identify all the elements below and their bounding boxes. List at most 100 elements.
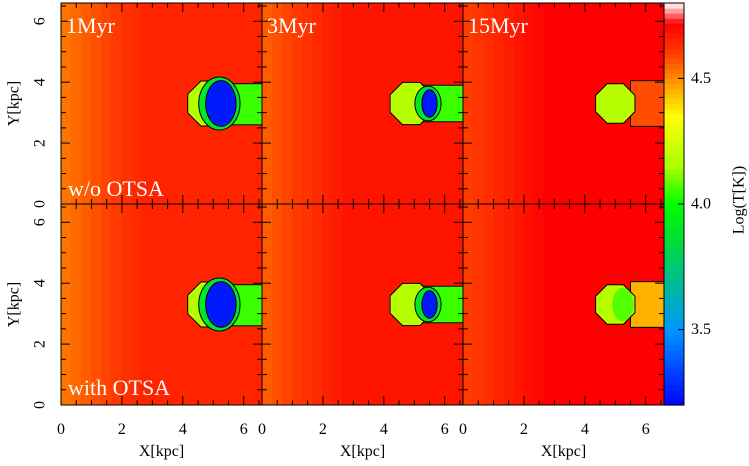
panel-5	[261, 203, 464, 406]
colorbar-segment	[664, 364, 684, 371]
colorbar-segment	[664, 8, 684, 14]
temperature-strip	[332, 204, 343, 405]
time-label: 3Myr	[267, 13, 317, 38]
colorbar-segment	[664, 28, 684, 34]
temperature-strip	[312, 3, 323, 204]
temperature-strip	[473, 3, 484, 204]
x-tick-label: 6	[642, 421, 650, 438]
colorbar-segment	[664, 78, 684, 84]
panel-content	[61, 204, 262, 405]
y-tick-label: 2	[32, 340, 49, 348]
colorbar-segment	[664, 309, 684, 316]
case-label: with OTSA	[68, 375, 170, 400]
temperature-strip	[61, 204, 72, 405]
colorbar-segment	[664, 43, 684, 49]
colorbar-segment	[664, 289, 684, 296]
colorbar-segment	[664, 244, 684, 250]
temperature-strip	[332, 3, 343, 204]
temperature-strip	[272, 3, 283, 204]
time-label: 1Myr	[66, 13, 116, 38]
cloud-core	[421, 290, 438, 319]
temperature-strip	[523, 204, 534, 405]
temperature-strip	[322, 3, 333, 204]
colorbar-segment	[664, 209, 684, 215]
x-tick-label: 2	[118, 421, 126, 438]
colorbar-segment	[664, 369, 684, 376]
temperature-strip	[362, 204, 374, 405]
temperature-strip	[91, 204, 102, 405]
y-tick-label: 6	[32, 218, 49, 226]
temperature-strip	[583, 3, 595, 204]
colorbar-segment	[664, 23, 684, 29]
temperature-strip	[342, 204, 354, 405]
colorbar-segment	[664, 339, 684, 346]
colorbar-segment	[664, 133, 684, 140]
temperature-strip	[382, 204, 394, 405]
y-tick-label: 4	[32, 78, 49, 86]
temperature-strip	[282, 3, 293, 204]
x-tick-label: 6	[441, 421, 449, 438]
cloud-core	[421, 89, 438, 118]
y-tick-label: 2	[32, 139, 49, 147]
colorbar-segment	[664, 354, 684, 361]
colorbar-segment	[664, 249, 684, 255]
temperature-strip	[543, 3, 555, 204]
temperature-strip	[292, 204, 303, 405]
temperature-strip	[302, 204, 313, 405]
temperature-strip	[111, 204, 122, 405]
panel-1: 1Myr w/o OTSA	[60, 2, 263, 205]
colorbar-segment	[664, 384, 684, 391]
temperature-strip	[151, 204, 163, 405]
panels-group: 1Myr w/o OTSA 3Myr 15Myr with OTSA	[60, 2, 665, 406]
colorbar-segment	[664, 224, 684, 230]
time-label: 15Myr	[468, 13, 529, 38]
x-axis-label: X[kpc]	[340, 443, 385, 460]
colorbar-segment	[664, 138, 684, 145]
temperature-strip	[463, 3, 474, 204]
temperature-strip	[101, 3, 112, 204]
colorbar-segment	[664, 173, 684, 180]
temperature-strip	[151, 3, 163, 204]
temperature-strip	[473, 204, 484, 405]
temperature-strip	[342, 3, 354, 204]
colorbar-segment	[664, 284, 684, 291]
temperature-strip	[111, 3, 122, 204]
temperature-strip	[81, 204, 92, 405]
colorbar-segment	[664, 294, 684, 301]
x-tick-label: 4	[581, 421, 589, 438]
temperature-strip	[141, 3, 153, 204]
colorbar-segment	[664, 68, 684, 74]
colorbar-segment	[664, 359, 684, 366]
colorbar-segment	[664, 128, 684, 135]
colorbar-segment	[664, 304, 684, 311]
cloud-core	[205, 281, 237, 328]
colorbar-label: Log(T[K])	[731, 166, 748, 234]
temperature-strip	[61, 3, 72, 204]
temperature-strip	[513, 204, 524, 405]
colorbar-segment	[664, 93, 684, 100]
temperature-strip	[553, 3, 565, 204]
x-tick-label: 2	[520, 421, 528, 438]
temperature-strip	[463, 204, 474, 405]
panel-content	[463, 3, 664, 204]
temperature-strip	[362, 3, 374, 204]
colorbar-segment	[664, 399, 684, 406]
temperature-strip	[352, 204, 364, 405]
panel-content	[463, 204, 664, 405]
temperature-strip	[161, 3, 173, 204]
y-tick-label: 6	[32, 17, 49, 25]
colorbar-segment	[664, 183, 684, 190]
temperature-strip	[382, 3, 394, 204]
temperature-strip	[503, 3, 514, 204]
temperature-strip	[483, 3, 494, 204]
colorbar-segment	[664, 123, 684, 130]
temperature-strip	[292, 3, 303, 204]
colorbar-segment	[664, 18, 684, 24]
x-tick-label: 6	[240, 421, 248, 438]
colorbar-segment	[664, 53, 684, 59]
colorbar-segment	[664, 299, 684, 306]
temperature-strip	[302, 3, 313, 204]
temperature-strip	[71, 3, 82, 204]
panel-3: 15Myr	[462, 2, 665, 205]
colorbar-segment	[664, 33, 684, 39]
